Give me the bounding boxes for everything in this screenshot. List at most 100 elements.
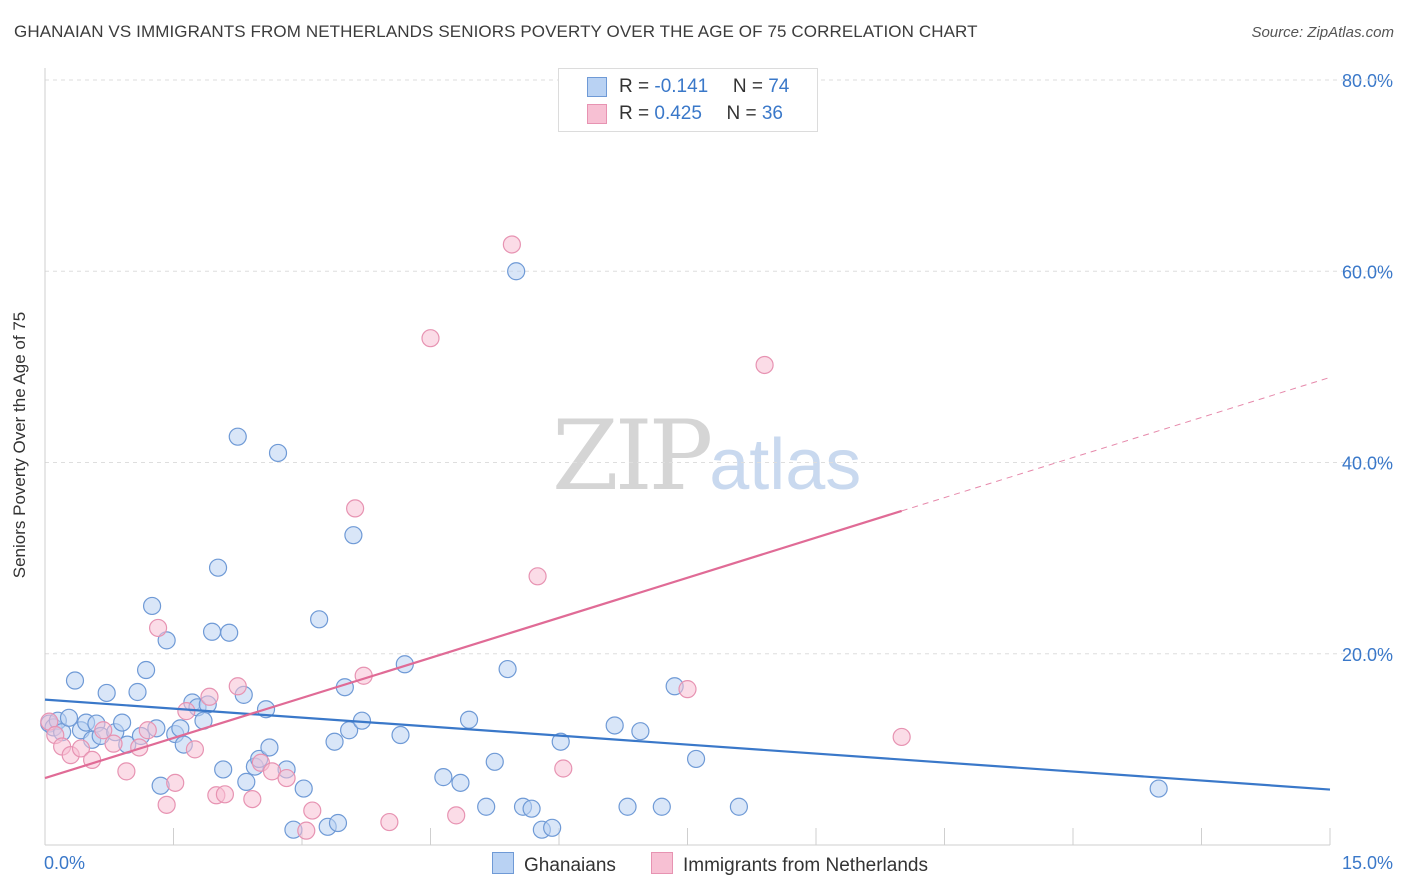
correlation-legend: R = -0.141 N = 74 R = 0.425 N = 36	[558, 68, 818, 132]
data-point-netherlands	[678, 680, 697, 699]
data-point-netherlands	[148, 618, 168, 638]
data-point-ghanaians	[391, 725, 410, 745]
data-point-ghanaians	[477, 797, 496, 816]
data-point-netherlands	[528, 567, 547, 586]
data-point-ghanaians	[485, 752, 504, 771]
data-point-ghanaians	[157, 631, 176, 650]
data-point-netherlands	[277, 768, 296, 788]
data-point-ghanaians	[1149, 779, 1168, 798]
data-point-netherlands	[166, 773, 185, 792]
chart-title: GHANAIAN VS IMMIGRANTS FROM NETHERLANDS …	[14, 22, 978, 41]
data-point-netherlands	[892, 727, 911, 747]
source-label: Source: ZipAtlas.com	[1251, 24, 1394, 41]
data-point-ghanaians	[618, 797, 637, 816]
legend-n-label: N =	[732, 76, 769, 97]
legend-swatch-pink	[651, 852, 673, 874]
data-point-ghanaians	[128, 682, 147, 702]
trend-line-ghanaians	[44, 698, 1331, 791]
data-point-netherlands	[200, 687, 219, 706]
data-point-netherlands	[228, 677, 247, 696]
data-point-netherlands	[94, 721, 113, 740]
data-point-ghanaians	[631, 722, 650, 741]
data-point-ghanaians	[208, 558, 228, 577]
data-point-ghanaians	[686, 749, 706, 769]
legend-r-value: -0.141	[654, 76, 709, 97]
y-tick-label: 60.0%	[1342, 262, 1393, 282]
data-point-ghanaians	[451, 773, 470, 792]
data-point-netherlands	[303, 801, 322, 820]
legend-label-netherlands: Immigrants from Netherlands	[683, 855, 928, 876]
data-point-ghanaians	[434, 768, 453, 787]
data-point-netherlands	[157, 795, 176, 814]
data-point-ghanaians	[325, 732, 344, 751]
data-point-netherlands	[447, 806, 466, 825]
data-point-netherlands	[297, 821, 316, 840]
y-tick-label: 80.0%	[1342, 71, 1393, 91]
watermark-zip: ZIP	[552, 400, 713, 512]
data-point-netherlands	[421, 329, 440, 348]
data-point-ghanaians	[543, 818, 562, 837]
data-point-ghanaians	[522, 799, 541, 818]
legend-n-label: N =	[726, 103, 762, 124]
data-point-ghanaians	[729, 797, 749, 816]
legend-swatch-pink	[587, 104, 607, 124]
data-point-netherlands	[755, 355, 774, 375]
data-point-netherlands	[502, 235, 521, 254]
data-point-netherlands	[71, 739, 91, 758]
data-point-netherlands	[380, 812, 399, 832]
legend-r-label: R =	[619, 103, 655, 124]
trend-line-netherlands	[44, 509, 902, 780]
watermark: ZIPatlas	[552, 400, 861, 512]
x-tick-label: 0.0%	[44, 853, 85, 873]
data-point-ghanaians	[220, 623, 239, 642]
data-point-netherlands	[138, 721, 157, 740]
y-axis-label: Seniors Poverty Over the Age of 75	[10, 179, 30, 578]
data-point-ghanaians	[214, 760, 233, 779]
x-tick-label: 15.0%	[1342, 853, 1393, 873]
data-point-ghanaians	[652, 797, 671, 816]
data-point-ghanaians	[237, 772, 256, 791]
y-tick-label: 20.0%	[1342, 645, 1393, 665]
data-point-ghanaians	[498, 659, 517, 679]
data-point-ghanaians	[65, 671, 85, 690]
data-point-ghanaians	[551, 732, 570, 751]
data-point-ghanaians	[294, 779, 313, 798]
y-tick-label: 40.0%	[1342, 454, 1393, 474]
trend-line-netherlands-extrapolated	[901, 376, 1331, 512]
data-point-ghanaians	[59, 708, 79, 727]
data-point-ghanaians	[136, 660, 156, 680]
data-point-netherlands	[177, 702, 196, 721]
data-point-ghanaians	[268, 443, 288, 463]
data-point-netherlands	[185, 740, 205, 759]
data-point-ghanaians	[328, 813, 348, 833]
data-point-netherlands	[346, 499, 365, 518]
data-point-ghanaians	[202, 622, 222, 641]
data-point-ghanaians	[228, 427, 247, 446]
data-point-netherlands	[554, 759, 573, 778]
watermark-atlas: atlas	[709, 425, 862, 505]
bottom-legend-ghanaians: Ghanaians	[492, 852, 616, 877]
data-point-ghanaians	[260, 738, 279, 757]
y-axis-label-text: Seniors Poverty Over the Age of 75	[10, 311, 29, 579]
data-point-ghanaians	[112, 713, 132, 732]
data-point-ghanaians	[310, 610, 329, 629]
data-point-netherlands	[243, 789, 262, 809]
data-point-ghanaians	[459, 710, 479, 729]
data-point-ghanaians	[97, 683, 116, 703]
data-point-ghanaians	[344, 526, 363, 545]
data-point-netherlands	[215, 785, 234, 804]
legend-swatch-blue	[492, 852, 514, 874]
data-point-netherlands	[117, 762, 136, 781]
data-point-netherlands	[130, 738, 149, 757]
legend-r-label: R =	[619, 76, 655, 97]
data-point-ghanaians	[605, 716, 624, 735]
bottom-legend-netherlands: Immigrants from Netherlands	[651, 852, 928, 877]
legend-n-value: 74	[768, 76, 790, 97]
legend-r-value: 0.425	[654, 103, 702, 124]
data-point-netherlands	[104, 734, 123, 753]
legend-n-value: 36	[761, 103, 783, 124]
legend-swatch-blue	[587, 77, 607, 97]
data-point-ghanaians	[507, 262, 526, 281]
legend-label-ghanaians: Ghanaians	[524, 855, 616, 876]
